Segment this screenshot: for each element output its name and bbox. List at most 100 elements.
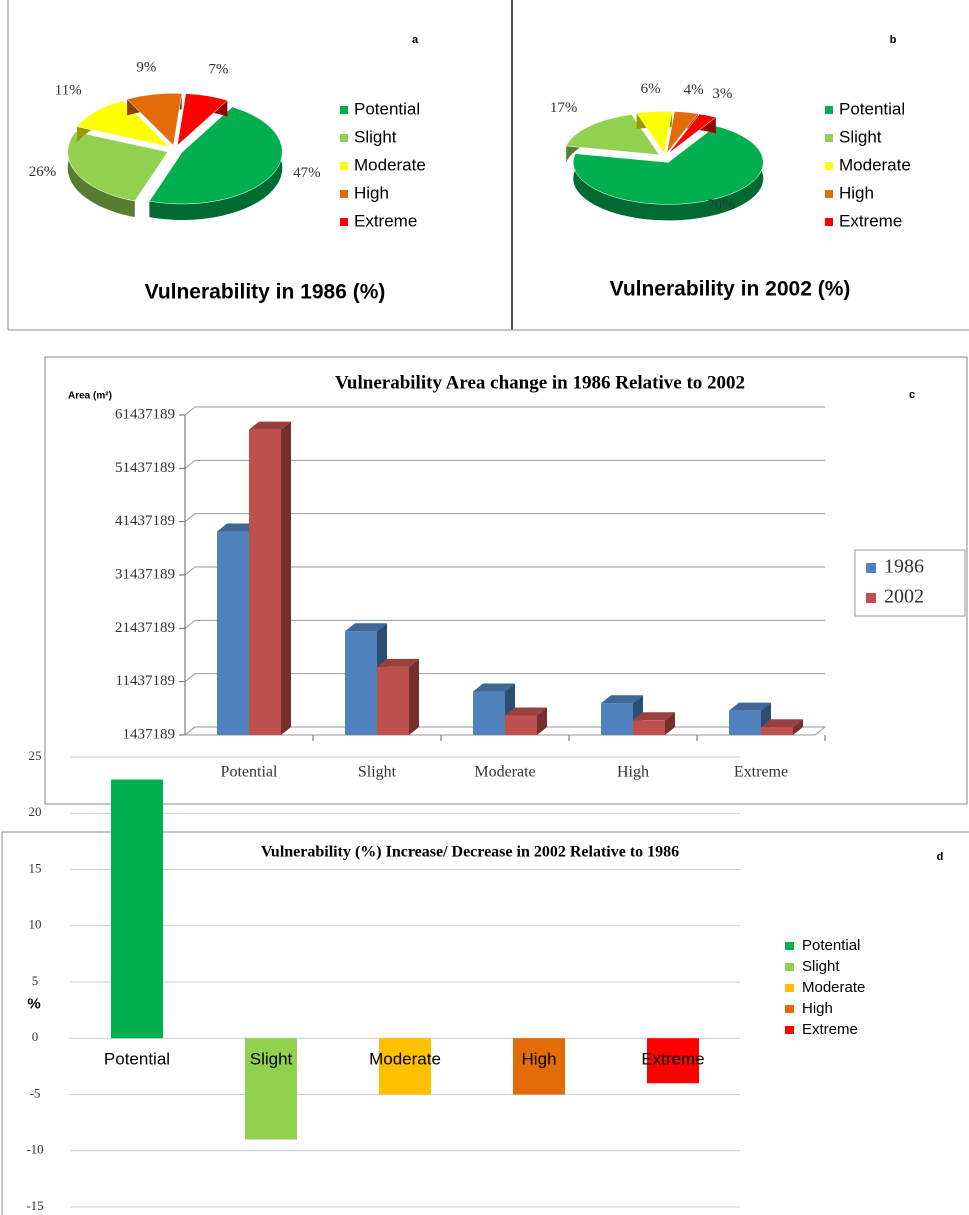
pie-slice-group: [126, 93, 183, 146]
legend-label: Potential: [354, 99, 420, 118]
legend-label: Extreme: [354, 211, 417, 230]
bar: [729, 710, 761, 735]
y-tick-label: 25: [29, 748, 42, 763]
pie-value-label: 17%: [550, 100, 578, 116]
bar-side: [281, 421, 291, 735]
legend-swatch: [340, 106, 348, 114]
pie-slice: [565, 114, 660, 156]
panel-label: a: [412, 34, 419, 46]
chart-title: Vulnerability in 1986 (%): [145, 281, 386, 304]
y-tick-label: 15: [29, 860, 42, 875]
bar: [505, 715, 537, 735]
bar: [473, 691, 505, 735]
x-tick-label: High: [617, 764, 649, 781]
bar-top: [345, 623, 387, 632]
legend-label: Moderate: [839, 155, 911, 174]
y-tick-label: 41437189: [115, 513, 175, 529]
panel-label: c: [909, 389, 915, 401]
pie-slice-group: [636, 110, 673, 154]
bar: [633, 720, 665, 735]
y-tick-label: 20: [29, 804, 42, 819]
pie-slice-group: [148, 106, 283, 220]
chart-title: Vulnerability in 2002 (%): [610, 278, 851, 301]
x-tick-label: Potential: [104, 1050, 170, 1069]
legend-label: Potential: [839, 99, 905, 118]
x-tick-label: Slight: [250, 1050, 293, 1069]
pie-slice-group: [565, 114, 660, 163]
pie-value-label: 26%: [29, 164, 57, 180]
pie-value-label: 11%: [55, 82, 82, 98]
pie-slice-group: [76, 100, 170, 148]
y-tick-label: 11437189: [116, 673, 175, 689]
x-tick-label: Potential: [221, 764, 278, 781]
panel-label: b: [890, 34, 897, 46]
y-tick-label: 31437189: [115, 566, 175, 582]
bar: [601, 703, 633, 735]
pie-slice: [636, 110, 673, 154]
legend-swatch: [825, 162, 833, 170]
legend-label: Potential: [802, 937, 860, 954]
pie-slice-group: [67, 131, 169, 218]
legend-label: High: [839, 183, 874, 202]
legend-swatch: [340, 218, 348, 226]
bar-top: [377, 658, 419, 667]
bar: [217, 531, 249, 735]
pie-value-label: 70%: [707, 197, 735, 213]
panel-border: [1, 831, 969, 1215]
legend-label: Extreme: [839, 211, 902, 230]
pie-slice: [573, 125, 764, 205]
legend-label: Slight: [839, 127, 882, 146]
bar-side: [793, 719, 803, 735]
legend-swatch: [866, 593, 876, 603]
bar: [647, 1038, 699, 1084]
bar-top: [217, 523, 259, 532]
bar: [345, 631, 377, 735]
pie-value-label: 47%: [293, 165, 321, 181]
y-tick-label: 61437189: [115, 406, 175, 422]
y-tick-label: -10: [26, 1142, 43, 1157]
pie-value-label: 3%: [712, 86, 732, 102]
legend-label: Slight: [354, 127, 397, 146]
legend-label: High: [354, 183, 389, 202]
legend-label: Moderate: [354, 155, 426, 174]
pie-slice: [126, 93, 183, 146]
y-tick-label: 10: [29, 917, 42, 932]
pie-value-label: 6%: [641, 81, 661, 97]
bar-top: [249, 421, 291, 430]
bar-top: [761, 719, 803, 728]
bar-top: [505, 707, 547, 716]
bar: [245, 1038, 297, 1140]
pie-value-label: 7%: [208, 61, 228, 77]
legend-swatch: [825, 190, 833, 198]
pie-slice: [148, 106, 283, 205]
legend-label: High: [802, 1000, 833, 1017]
panel-label: d: [937, 851, 944, 863]
legend-label: 1986: [884, 556, 924, 578]
legend-swatch: [785, 1026, 794, 1034]
legend-swatch: [340, 190, 348, 198]
x-tick-label: Slight: [358, 764, 397, 781]
legend-swatch: [340, 162, 348, 170]
grid-line: [184, 459, 825, 469]
bar: [379, 1038, 431, 1095]
y-tick-label: -15: [26, 1198, 43, 1213]
legend-swatch: [825, 134, 833, 142]
pie-slice: [67, 131, 169, 202]
legend-swatch: [340, 134, 348, 142]
legend-box: [854, 549, 966, 617]
bar-side: [409, 658, 419, 735]
y-tick-label: 1437189: [123, 726, 176, 742]
chart-title: Vulnerability Area change in 1986 Relati…: [335, 372, 745, 393]
pie-slice: [177, 93, 228, 147]
legend-swatch: [825, 106, 833, 114]
legend-label: Slight: [802, 958, 840, 975]
y-axis-label: %: [27, 995, 40, 1012]
pie-slice-group: [573, 125, 764, 221]
pie-slice-side: [149, 106, 283, 220]
x-tick-label: High: [522, 1050, 557, 1069]
legend-label: Moderate: [802, 979, 865, 996]
pie-slice-side: [67, 131, 135, 218]
y-tick-label: 5: [32, 973, 39, 988]
bar-top: [473, 683, 515, 692]
y-tick-label: 0: [32, 1029, 39, 1044]
